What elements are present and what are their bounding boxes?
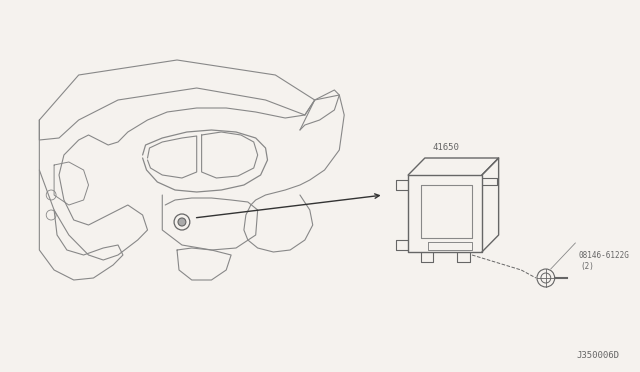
- Text: 08146-6122G: 08146-6122G: [579, 250, 629, 260]
- Text: 41650: 41650: [432, 143, 459, 152]
- Text: (2): (2): [580, 263, 594, 272]
- Circle shape: [178, 218, 186, 226]
- Text: J350006D: J350006D: [577, 351, 620, 360]
